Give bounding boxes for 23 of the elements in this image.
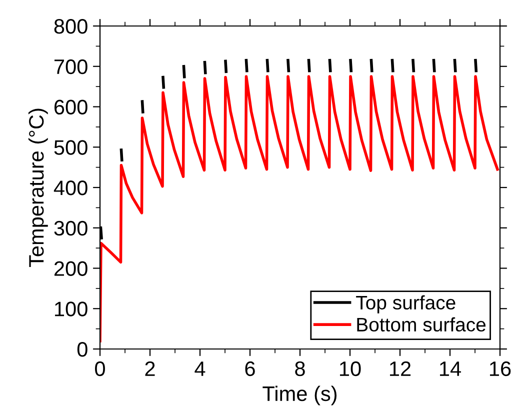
x-tick-label: 16 [490, 361, 511, 376]
x-tick-label: 10 [340, 361, 361, 376]
y-tick-label: 800 [54, 19, 88, 34]
y-tick-label: 500 [54, 140, 88, 155]
x-tick-label: 0 [95, 361, 105, 376]
y-tick-label: 400 [54, 180, 88, 196]
x-tick-label: 14 [440, 362, 461, 376]
y-tick-label: 300 [54, 220, 88, 236]
x-tick-label: 6 [245, 361, 255, 376]
x-tick-label: 2 [145, 361, 155, 376]
y-tick-label: 200 [54, 261, 88, 276]
y-tick-label: 600 [54, 100, 88, 115]
x-axis-title: Time (s) [262, 386, 337, 406]
y-axis-title: Temperature (°C) [28, 108, 48, 268]
x-tick-label: 12 [390, 361, 411, 376]
x-tick-label: 8 [295, 361, 305, 376]
legend-label: Top surface [356, 295, 456, 314]
line-series [100, 75, 499, 342]
legend-label: Bottom surface [357, 317, 486, 332]
y-tick-label: 0 [77, 342, 88, 357]
y-tick-label: 700 [54, 59, 88, 74]
y-tick-label: 100 [55, 302, 88, 316]
x-tick-label: 4 [194, 362, 206, 376]
